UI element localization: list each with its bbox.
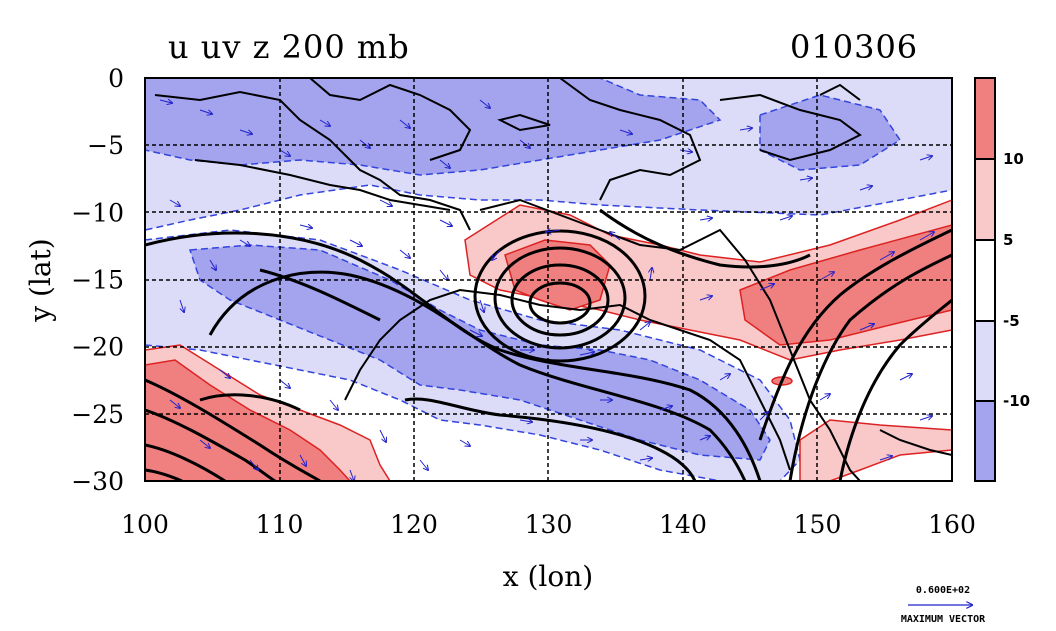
closed-low-contour <box>473 229 647 363</box>
x-tick-label: 140 <box>659 510 707 539</box>
y-tick-label: 0 <box>108 64 124 93</box>
y-tick-label: −5 <box>87 131 124 160</box>
x-axis-label: x (lon) <box>503 560 593 593</box>
x-tick-label: 150 <box>794 510 842 539</box>
plot-area <box>144 77 953 482</box>
colorbar: 10 5 -5 -10 <box>974 77 1030 482</box>
x-tick-label: 100 <box>121 510 169 539</box>
colorbar-frame <box>974 77 996 482</box>
y-tick-label: −30 <box>71 467 124 496</box>
x-tick-label: 130 <box>525 510 573 539</box>
closed-low-contour <box>510 263 610 337</box>
shade-dark-blue-region <box>145 78 722 176</box>
coastlines <box>154 78 952 481</box>
reference-vector-value: 0.600E+02 <box>916 585 970 596</box>
x-tick-label: 110 <box>256 510 304 539</box>
colorbar-label: 5 <box>1003 231 1013 249</box>
closed-low-contour <box>493 246 627 350</box>
y-axis-label: y (lat) <box>24 238 57 322</box>
y-axis-ticks: 0 −5 −10 −15 −20 −25 −30 <box>71 64 124 496</box>
plot-frame <box>144 77 953 482</box>
chart-title: u uv z 200 mb <box>168 28 410 66</box>
closed-low-contour <box>528 281 592 325</box>
y-tick-label: −20 <box>71 333 124 362</box>
y-tick-label: −15 <box>71 266 124 295</box>
colorbar-band-gt10 <box>975 78 995 159</box>
colorbar-band-5-10 <box>975 159 995 240</box>
reference-vector-caption: MAXIMUM VECTOR <box>901 614 986 625</box>
reference-vector: 0.600E+02 MAXIMUM VECTOR <box>901 585 986 625</box>
shade-red-region <box>145 359 352 481</box>
colorbar-label: -10 <box>1003 392 1030 410</box>
grid-lines <box>145 78 952 481</box>
wind-vectors <box>159 100 934 481</box>
x-axis-ticks: 100 110 120 130 140 150 160 <box>121 510 976 539</box>
y-tick-label: −25 <box>71 400 124 429</box>
y-tick-label: −10 <box>71 198 124 227</box>
height-contours <box>145 208 952 481</box>
shade-dark-blue-region <box>759 94 902 171</box>
x-tick-label: 120 <box>390 510 438 539</box>
colorbar-band-neutral <box>975 240 995 321</box>
chart-date: 010306 <box>790 28 918 66</box>
x-tick-label: 160 <box>928 510 976 539</box>
colorbar-label: 10 <box>1003 150 1024 168</box>
colorbar-band-lt-m10 <box>975 401 995 481</box>
colorbar-band-m10-m5 <box>975 321 995 401</box>
colorbar-label: -5 <box>1003 312 1020 330</box>
